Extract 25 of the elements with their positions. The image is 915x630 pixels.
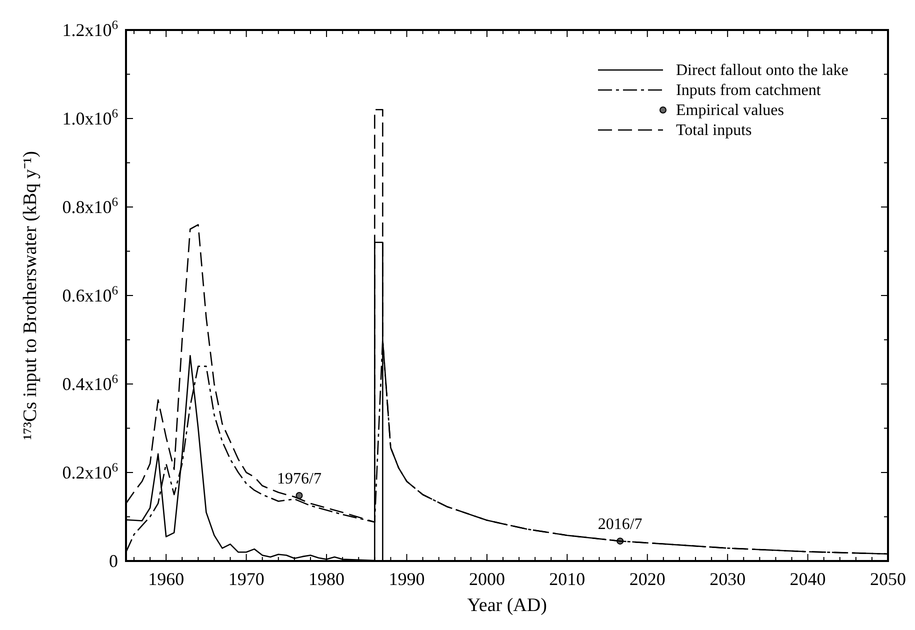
x-tick-label: 1970 [228,569,264,589]
x-tick-label: 1980 [308,569,345,589]
y-tick-label: 0.8x10$^{6}$ [62,195,118,217]
y-tick-label: 0.2x10$^{6}$ [62,460,118,482]
annotation: 2016/7 [598,516,642,534]
x-tick-label: 2010 [549,569,586,589]
x-tick-label: 2020 [629,569,666,589]
x-tick-label: 2050 [870,569,906,589]
y-tick-label: 1.2x10$^{6}$ [62,18,118,40]
x-tick-label: 2000 [468,569,505,589]
x-axis-title: Year (AD) [467,595,547,616]
legend-label: Total inputs [676,122,752,139]
annotation: 1976/7 [277,470,322,488]
legend-label: Inputs from catchment [676,82,822,99]
y-tick-label: 0 [109,551,118,571]
y-tick-label: 1.0x10$^{6}$ [62,106,118,128]
y-tick-label: 0.4x10$^{6}$ [62,372,118,394]
legend-label: Empirical values [676,102,784,119]
legend-label: Direct fallout onto the lake [676,62,848,79]
x-tick-label: 2030 [710,569,746,589]
y-tick-label: 0.6x10$^{6}$ [62,284,118,306]
y-axis-title: ¹⁷³Cs input to Brotherswater (kBq y⁻¹) [20,151,41,440]
x-tick-label: 1990 [388,569,425,589]
x-tick-label: 2040 [790,569,826,589]
x-tick-label: 1960 [148,569,184,589]
